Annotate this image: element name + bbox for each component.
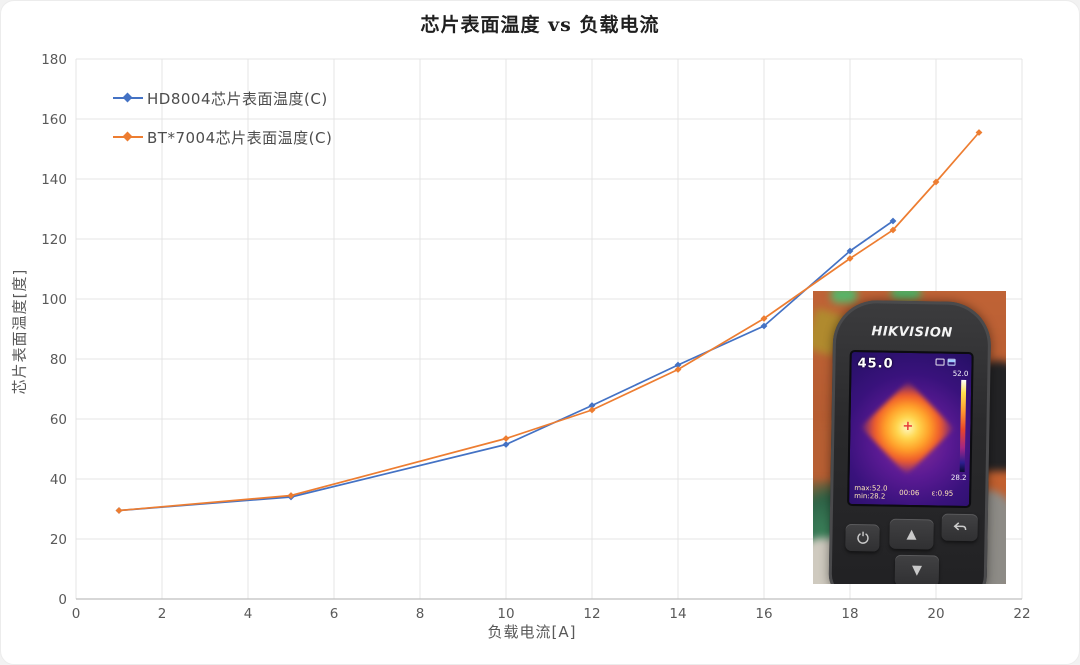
data-point-marker	[588, 402, 596, 409]
legend-label: BT*7004芯片表面温度(C)	[147, 128, 333, 147]
y-tick-label: 80	[50, 352, 67, 368]
x-axis-label: 负载电流[A]	[487, 623, 577, 641]
thermal-camera-screen: + 45.0 52.0 28.2 max:52.0 min:28.2 00:06…	[849, 351, 972, 507]
y-tick-label: 160	[41, 112, 67, 128]
series-line	[118, 220, 894, 512]
legend-marker-icon	[113, 92, 143, 103]
y-axis-label: 芯片表面温度[度]	[10, 268, 29, 395]
down-button: ▼	[894, 554, 940, 584]
y-tick-label: 180	[41, 52, 67, 68]
data-point-marker	[975, 129, 983, 136]
min-max-stats: max:52.0 min:28.2	[854, 484, 887, 501]
x-tick-label: 16	[755, 606, 772, 622]
data-point-marker	[932, 178, 940, 186]
x-tick-label: 8	[416, 606, 425, 622]
scale-max-label: 52.0	[952, 369, 969, 379]
x-tick-label: 20	[927, 606, 944, 622]
min-temp-label: min:28.2	[854, 492, 886, 501]
data-point-marker	[115, 507, 123, 514]
thermal-camera-device: HIKVISION + 45.0 52.0 28.2 max:52.0 min:…	[828, 299, 992, 584]
y-tick-label: 140	[41, 172, 67, 188]
status-icons	[935, 358, 956, 366]
data-point-marker	[674, 366, 682, 373]
x-tick-label: 12	[583, 606, 600, 622]
sd-card-icon	[935, 358, 945, 366]
power-button	[845, 523, 880, 552]
x-tick-label: 22	[1013, 606, 1030, 622]
emissivity-label: ε:0.95	[931, 489, 954, 498]
scale-min-label: 28.2	[950, 473, 967, 482]
timer-label: 00:06	[899, 488, 920, 498]
legend-item: HD8004芯片表面温度(C)	[113, 89, 332, 108]
crosshair-marker: +	[902, 418, 914, 435]
legend-item: BT*7004芯片表面温度(C)	[113, 128, 333, 147]
x-tick-label: 6	[330, 606, 339, 622]
x-tick-label: 18	[841, 606, 858, 622]
legend: HD8004芯片表面温度(C) BT*7004芯片表面温度(C)	[113, 89, 332, 167]
hikvision-logo: HIKVISION	[871, 324, 953, 341]
data-point-marker	[502, 435, 510, 442]
legend-label: HD8004芯片表面温度(C)	[147, 89, 328, 108]
thermal-camera-photo: HIKVISION + 45.0 52.0 28.2 max:52.0 min:…	[813, 291, 1006, 584]
data-point-marker	[760, 315, 768, 322]
y-tick-label: 60	[50, 412, 67, 428]
y-tick-label: 0	[58, 592, 67, 608]
y-tick-label: 100	[41, 292, 67, 308]
data-point-marker	[889, 226, 897, 234]
data-point-marker	[287, 492, 295, 499]
data-point-marker	[674, 361, 682, 369]
legend-marker-icon	[113, 131, 143, 142]
back-button	[941, 513, 978, 542]
photo-background-detail	[831, 291, 857, 303]
y-tick-label: 120	[41, 232, 67, 248]
battery-icon	[947, 358, 956, 366]
data-point-marker	[846, 247, 854, 255]
legend-diamond-icon	[122, 92, 133, 103]
legend-diamond-icon	[122, 131, 133, 142]
series-line	[118, 131, 980, 512]
up-button: ▲	[889, 518, 934, 550]
y-tick-label: 40	[50, 472, 67, 488]
temperature-reading: 45.0	[857, 356, 894, 372]
x-tick-label: 4	[244, 606, 253, 622]
chart-title: 芯片表面温度 vs 负载电流	[420, 14, 660, 36]
data-point-marker	[889, 217, 897, 225]
x-tick-label: 10	[497, 606, 514, 622]
data-point-marker	[588, 406, 596, 414]
photo-background-detail	[891, 291, 921, 300]
data-point-marker	[502, 441, 510, 448]
x-tick-label: 14	[669, 606, 686, 622]
x-tick-label: 2	[158, 606, 167, 622]
data-point-marker	[760, 322, 768, 330]
y-tick-label: 20	[50, 532, 67, 548]
x-tick-label: 0	[72, 606, 81, 622]
